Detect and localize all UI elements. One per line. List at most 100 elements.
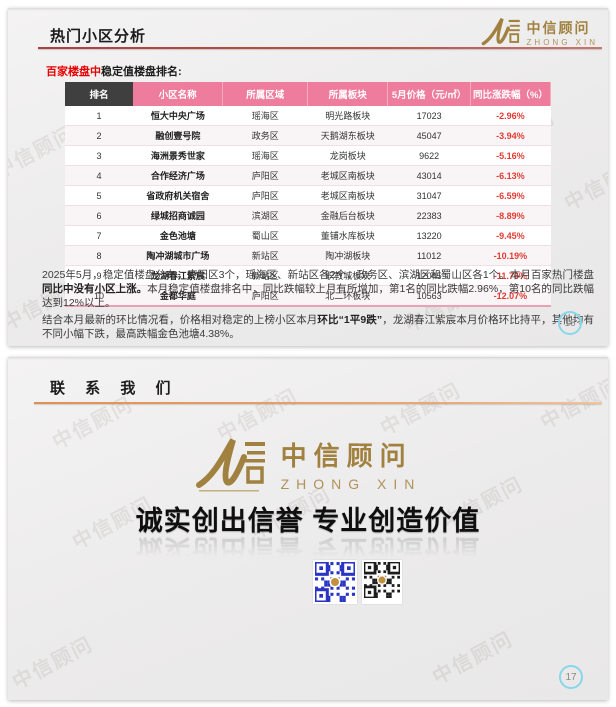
table-cell: 恒大中央广场 bbox=[132, 106, 223, 126]
caption-highlight: 百家楼盘中 bbox=[46, 66, 101, 78]
text-segment-bold: 同比中没有小区上涨。 bbox=[42, 283, 148, 295]
qr-codes bbox=[313, 560, 402, 604]
table-cell: 7 bbox=[65, 225, 133, 246]
qr-code-black bbox=[362, 560, 402, 604]
table-cell: 老城区南板块 bbox=[307, 185, 388, 206]
page-number: 17 bbox=[559, 665, 583, 689]
table-row: 3 海洲景秀世家 瑶海区 龙岗板块 9622 -5.16% bbox=[65, 145, 551, 166]
brand-logo-large: 中信顾问 ZHONG XIN bbox=[8, 435, 608, 493]
table-cell: 10563 bbox=[387, 285, 471, 307]
table-cell: 金都华庭 bbox=[132, 285, 223, 307]
table-cell: 北二环板块 bbox=[307, 285, 388, 307]
table-cell: 龙湖春江紫宸 bbox=[132, 265, 223, 286]
caption-rest: 稳定值楼盘排名: bbox=[101, 66, 182, 78]
table-row: 6 绿城招商诚园 滨湖区 金融后台板块 22383 -8.89% bbox=[65, 205, 551, 226]
table-cell: 天鹅湖东板块 bbox=[307, 125, 388, 146]
table-cell: 金色池塘 bbox=[132, 225, 223, 246]
zhongxin-logo-icon bbox=[195, 438, 265, 492]
table-cell: 庐阳区 bbox=[222, 185, 308, 206]
table-cell: 13220 bbox=[387, 225, 471, 246]
table-cell: -3.94% bbox=[470, 125, 551, 146]
table-cell: 政务区 bbox=[222, 125, 308, 146]
table-cell: 45047 bbox=[387, 125, 471, 146]
table-row: 1 恒大中央广场 瑶海区 明光路板块 17023 -2.96% bbox=[65, 106, 551, 126]
page-number: 16 bbox=[558, 311, 582, 335]
brand-name-cn: 中信顾问 bbox=[526, 19, 591, 36]
text-segment: 本月稳定值楼盘排名中，同比跌幅较上月有所增加，第1名的同比跌幅2.96%，第10… bbox=[42, 283, 594, 309]
table-cell: 合作经济广场 bbox=[132, 165, 223, 186]
table-caption: 百家楼盘中稳定值楼盘排名: bbox=[46, 63, 182, 79]
column-header: 所属板块 bbox=[307, 82, 389, 106]
watermark: 中信顾问 bbox=[377, 379, 466, 441]
table-cell: 董铺水库板块 bbox=[307, 225, 388, 246]
zhongxin-logo-icon bbox=[481, 17, 520, 46]
analysis-paragraph-1: 2025年5月，稳定值楼盘分布，庐阳区3个，瑶海区、新站区各2个，政务区、滨湖区… bbox=[42, 268, 594, 310]
table-cell: 省政府机关宿舍 bbox=[132, 185, 223, 206]
table-cell: -6.59% bbox=[470, 185, 551, 206]
table-cell: 11012 bbox=[387, 245, 471, 266]
table-cell: -12.07% bbox=[470, 285, 551, 307]
table-cell: 12045 bbox=[387, 265, 471, 286]
brand-name-cn: 中信顾问 bbox=[280, 441, 413, 471]
table-cell: 瑶海区 bbox=[222, 106, 308, 126]
ranking-table: 排名 小区名称 所属区域 所属板块 5月价格（元/㎡） 同比涨跌幅（%） 1 恒大中央广场瑶… bbox=[65, 82, 552, 307]
column-header: 排名 bbox=[65, 82, 133, 106]
column-header: 同比涨跌幅（%） bbox=[470, 82, 552, 106]
table-cell: 8 bbox=[65, 245, 133, 266]
table-cell: 22383 bbox=[387, 205, 471, 226]
table-cell: 17023 bbox=[387, 106, 471, 126]
slide2-title: 联 系 我 们 bbox=[50, 380, 179, 397]
table-cell: -6.13% bbox=[470, 165, 551, 186]
table-cell: 2 bbox=[65, 125, 133, 146]
table-cell: 4 bbox=[65, 165, 133, 186]
table-row: 5 省政府机关宿舍 庐阳区 老城区南板块 31047 -6.59% bbox=[65, 185, 551, 206]
table-cell: -10.19% bbox=[470, 245, 551, 266]
brand-logo: 中信顾问 ZHONG XIN bbox=[481, 16, 598, 48]
table-cell: 绿城招商诚园 bbox=[132, 205, 223, 226]
slide-1: 中信顾问 中信顾问 中信顾问 中信顾问 中信顾问 中信顾问 中信顾问 热门小区分… bbox=[8, 8, 608, 346]
watermark: 中信顾问 bbox=[561, 154, 608, 216]
table-cell: -2.96% bbox=[470, 106, 551, 126]
table-cell: -9.45% bbox=[470, 225, 551, 246]
table-cell: -11.76% bbox=[470, 265, 551, 286]
column-header: 所属区域 bbox=[222, 82, 309, 106]
table-cell: 金融后台板块 bbox=[307, 205, 388, 226]
table-row: 7 金色池塘 蜀山区 董铺水库板块 13220 -9.45% bbox=[65, 225, 551, 246]
table-cell: 9 bbox=[65, 265, 133, 286]
slide1-title: 热门小区分析 bbox=[50, 28, 147, 45]
brand-name-en: ZHONG XIN bbox=[280, 476, 422, 492]
text-segment-bold: 环比“1平9跌” bbox=[317, 314, 383, 326]
table-cell: 庐阳区 bbox=[222, 165, 308, 186]
brand-name-en: ZHONG XIN bbox=[526, 37, 598, 47]
text-segment: ，龙湖春江紫宸本月价格环比持平，其他均有不同小幅下跌，最高跌幅金色池塘4.38%… bbox=[42, 314, 594, 340]
table-cell: 瑶海区 bbox=[222, 145, 308, 166]
table-cell: 43014 bbox=[387, 165, 471, 186]
table-cell: 融创壹号院 bbox=[132, 125, 223, 146]
table-cell: 6 bbox=[65, 205, 133, 226]
table-cell: 蜀山区 bbox=[222, 225, 308, 246]
table-cell: 海洲景秀世家 bbox=[132, 145, 223, 166]
text-segment: 结合本月最新的环比情况看，价格相对稳定的上榜小区本月 bbox=[42, 314, 318, 326]
table-row: 8 陶冲湖城市广场 新站区 陶冲湖板块 11012 -10.19% bbox=[65, 245, 551, 266]
table-cell: 3 bbox=[65, 145, 133, 166]
table-cell: 10 bbox=[65, 285, 133, 307]
table-cell: 新站区 bbox=[222, 245, 308, 266]
table-cell: 新站区 bbox=[222, 265, 308, 286]
table-cell: -5.16% bbox=[470, 145, 551, 166]
table-row: 10 金都华庭 庐阳区 北二环板块 10563 -12.07% bbox=[65, 285, 551, 307]
table-row: 2 融创壹号院 政务区 天鹅湖东板块 45047 -3.94% bbox=[65, 125, 551, 146]
table-cell: 明光路板块 bbox=[307, 106, 388, 126]
table-cell: 9622 bbox=[387, 145, 471, 166]
title-underline bbox=[38, 47, 602, 49]
slogan-text: 诚实创出信誉 专业创造价值 bbox=[135, 506, 481, 536]
table-cell: 滨湖区 bbox=[222, 205, 308, 226]
watermark: 中信顾问 bbox=[429, 628, 518, 690]
analysis-paragraph-2: 结合本月最新的环比情况看，价格相对稳定的上榜小区本月环比“1平9跌”，龙湖春江紫… bbox=[42, 313, 594, 341]
table-cell: 陶冲湖板块 bbox=[307, 245, 388, 266]
table-cell: 1 bbox=[65, 106, 133, 126]
text-segment: 2025年5月，稳定值楼盘分布，庐阳区3个，瑶海区、新站区各2个，政务区、滨湖区… bbox=[42, 269, 594, 281]
table-cell: 5 bbox=[65, 185, 133, 206]
table-header-row: 排名 小区名称 所属区域 所属板块 5月价格（元/㎡） 同比涨跌幅（%） bbox=[65, 82, 552, 106]
table-row: 9 龙湖春江紫宸 新站区 职教城板块 12045 -11.76% bbox=[65, 265, 551, 286]
column-header: 小区名称 bbox=[132, 82, 224, 106]
